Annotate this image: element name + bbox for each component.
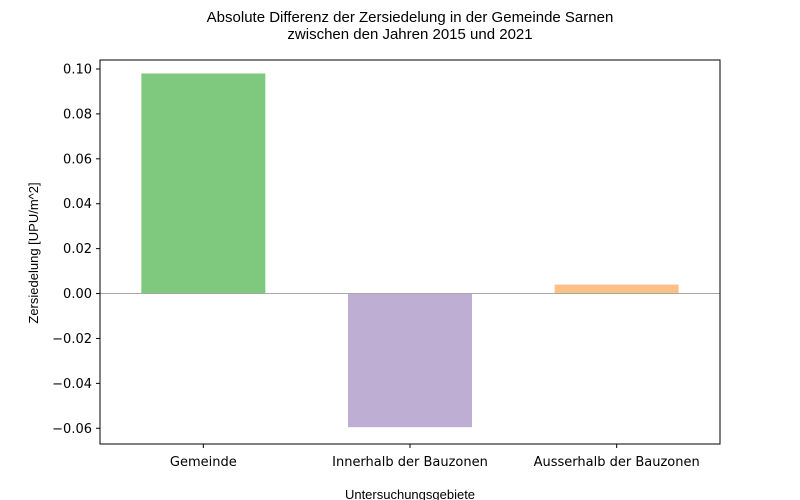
chart-subtitle: zwischen den Jahren 2015 und 2021 bbox=[287, 26, 532, 43]
y-tick-label: 0.00 bbox=[63, 287, 92, 302]
bar-2 bbox=[554, 284, 679, 294]
y-tick-label: 0.10 bbox=[63, 62, 92, 77]
y-axis: −0.06 −0.04 −0.02 0.00 0.02 0.04 0.06 0.08 0.10 bbox=[52, 62, 100, 437]
x-tick-label: Gemeinde bbox=[170, 455, 237, 470]
chart-title: Absolute Differenz der Zersiedelung in d… bbox=[207, 9, 614, 26]
bar-0 bbox=[141, 73, 266, 294]
x-tick-label: Innerhalb der Bauzonen bbox=[332, 455, 488, 470]
bar-1 bbox=[348, 293, 472, 428]
y-tick-label: −0.02 bbox=[52, 332, 92, 347]
y-axis-label: Zersiedelung [UPU/m^2] bbox=[26, 182, 41, 323]
y-tick-label: 0.04 bbox=[63, 197, 92, 212]
x-axis: Gemeinde Innerhalb der Bauzonen Ausserhalb… bbox=[170, 444, 700, 470]
x-tick-label: Ausserhalb der Bauzonen bbox=[534, 455, 700, 470]
y-tick-label: −0.04 bbox=[52, 377, 92, 392]
y-tick-label: −0.06 bbox=[52, 422, 92, 437]
y-tick-label: 0.08 bbox=[63, 107, 92, 122]
y-tick-label: 0.06 bbox=[63, 152, 92, 167]
bars-group bbox=[141, 73, 679, 428]
x-axis-label: Untersuchungsgebiete bbox=[345, 487, 475, 500]
y-tick-label: 0.02 bbox=[63, 242, 92, 257]
